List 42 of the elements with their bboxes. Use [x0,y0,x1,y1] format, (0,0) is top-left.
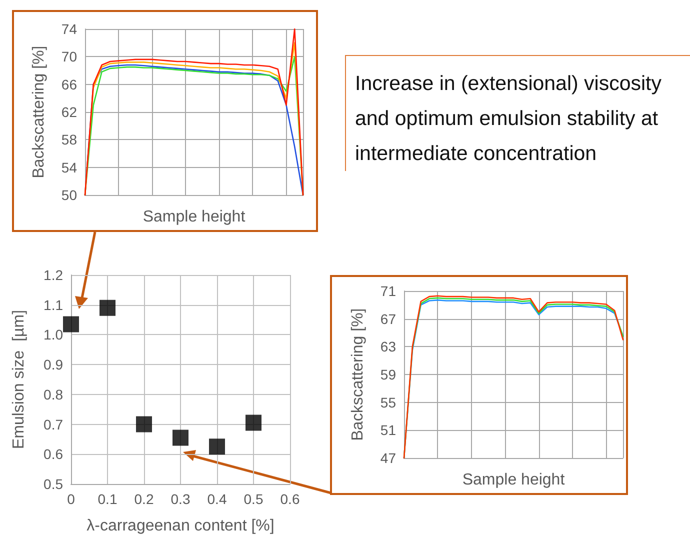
y-axis-title: Backscattering [%] [30,46,48,178]
x-tick-label: 0.1 [98,491,118,507]
text: Increase in (extensional) viscosity and optimum emulsion stability at intermediate concentration [355,71,662,167]
x-tick-label: 0.2 [134,491,154,507]
y-tick-label: 62 [61,104,78,120]
x-tick-label: 0.6 [280,491,300,507]
point [172,430,188,446]
x-tick-label: 0.3 [170,491,190,507]
y-tick-label: 67 [380,310,396,327]
y-tick-label: 66 [61,76,78,92]
point [63,316,79,332]
y-tick-label: 71 [380,283,396,299]
point [246,414,262,431]
point [136,416,152,432]
y-tick-label: 0.9 [44,356,64,373]
x-tick-label: 0 [67,491,76,507]
x-tick-label: 0.5 [244,491,264,507]
y-tick-label: 0.7 [44,416,64,432]
y-tick-label: 50 [61,187,78,203]
y-tick-label: 59 [380,366,396,382]
y-tick-label: 74 [61,21,78,37]
x-axis-title: Sample height [462,472,566,488]
point [100,300,116,316]
y-tick-label: 1.1 [44,296,64,313]
y-tick-label: 1.0 [44,326,64,343]
y-tick-label: 63 [380,338,396,355]
y-tick-label: 54 [61,159,78,176]
y-tick-label: 55 [380,394,396,410]
y-axis-title: Emulsion size [µm] [10,310,28,450]
y-tick-label: 0.6 [44,446,64,462]
y-tick-label: 0.8 [44,386,64,402]
x-axis-title: λ-carrageenan content [%] [86,518,274,534]
y-tick-label: 47 [380,450,396,466]
y-tick-label: 70 [61,48,78,65]
y-tick-label: 0.5 [44,476,64,492]
point [209,438,225,455]
y-axis-title: Backscattering [%] [350,308,366,441]
y-tick-label: 51 [380,422,396,438]
y-tick-label: 58 [61,132,78,148]
y-tick-label: 1.2 [44,267,64,283]
x-tick-label: 0.4 [207,491,227,507]
x-axis-title: Sample height [142,208,246,226]
